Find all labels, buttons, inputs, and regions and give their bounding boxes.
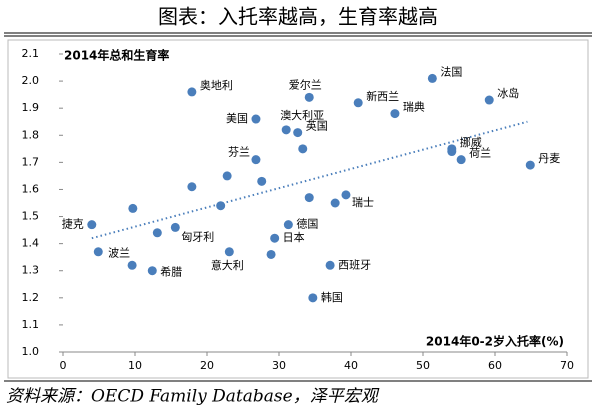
point xyxy=(187,182,197,192)
point xyxy=(216,201,226,211)
point xyxy=(251,114,261,124)
point-label: 新西兰 xyxy=(366,89,399,103)
point xyxy=(341,190,351,200)
point xyxy=(456,155,466,165)
point xyxy=(353,98,363,108)
point xyxy=(427,73,437,83)
x-tick-label: 10 xyxy=(128,359,142,372)
point-label: 芬兰 xyxy=(228,146,250,159)
point-label: 日本 xyxy=(283,230,305,244)
y-tick-label: 1.6 xyxy=(22,182,40,195)
y-tick-label: 1.5 xyxy=(22,210,40,223)
y-tick-label: 1.8 xyxy=(22,128,40,141)
x-tick-label: 40 xyxy=(344,359,358,372)
point xyxy=(251,155,261,165)
point xyxy=(127,260,137,270)
point xyxy=(222,171,232,181)
point xyxy=(325,260,335,270)
point xyxy=(187,87,197,97)
trendline xyxy=(91,120,528,240)
point-label: 丹麦 xyxy=(538,152,560,165)
y-tick-label: 1.3 xyxy=(22,264,40,277)
point-label: 挪威 xyxy=(460,135,482,149)
point xyxy=(87,220,97,230)
point-label: 法国 xyxy=(440,64,462,78)
y-tick-label: 1.2 xyxy=(22,291,40,304)
x-axis-label: 2014年0-2岁入托率(%) xyxy=(426,334,564,349)
point xyxy=(293,128,303,138)
point-label: 西班牙 xyxy=(338,258,371,271)
x-tick-label: 0 xyxy=(60,359,67,372)
point-label: 瑞士 xyxy=(352,195,374,209)
point xyxy=(152,228,162,238)
point-label: 瑞典 xyxy=(403,100,425,114)
point xyxy=(298,144,308,154)
point xyxy=(330,198,340,208)
y-tick-label: 1.9 xyxy=(22,101,40,114)
y-tick-label: 1.1 xyxy=(22,318,40,331)
point-label: 德国 xyxy=(296,217,318,231)
point xyxy=(270,233,280,243)
x-tick-label: 60 xyxy=(488,359,502,372)
point xyxy=(304,193,314,203)
chart-frame xyxy=(7,39,589,379)
y-tick-label: 2.0 xyxy=(22,74,40,87)
point xyxy=(281,125,291,135)
point xyxy=(170,222,180,232)
x-tick-label: 70 xyxy=(560,359,574,372)
point xyxy=(266,249,276,259)
point-label: 波兰 xyxy=(108,246,130,259)
point xyxy=(93,247,103,257)
point-label: 爱尔兰 xyxy=(289,78,322,91)
x-tick-label: 50 xyxy=(416,359,430,372)
x-tick-label: 20 xyxy=(200,359,214,372)
point-label: 捷克 xyxy=(62,217,84,231)
point-label: 意大利 xyxy=(211,258,244,272)
source: 资料来源：OECD Family Database，泽平宏观 xyxy=(6,387,380,407)
point-label: 希腊 xyxy=(160,265,182,279)
point xyxy=(390,109,400,119)
y-tick-label: 1.7 xyxy=(22,155,40,168)
point xyxy=(447,147,457,157)
point xyxy=(484,95,494,105)
point xyxy=(283,220,293,230)
point-label: 荷兰 xyxy=(469,147,491,160)
y-tick-label: 1.4 xyxy=(22,237,40,250)
point xyxy=(257,176,267,186)
point-label: 澳大利亚 xyxy=(280,108,324,122)
point xyxy=(147,266,157,276)
x-tick-label: 30 xyxy=(272,359,286,372)
point xyxy=(128,203,138,213)
y-tick-label: 1.0 xyxy=(22,345,40,358)
y-axis-label: 2014年总和生育率 xyxy=(64,48,169,63)
chart-title: 图表：入托率越高，生育率越高 xyxy=(158,5,438,29)
point-label: 匈牙利 xyxy=(181,229,214,243)
y-tick-label: 2.1 xyxy=(22,47,40,60)
point xyxy=(224,247,234,257)
point-label: 冰岛 xyxy=(497,86,519,100)
point-label: 韩国 xyxy=(321,290,343,304)
point xyxy=(304,92,314,102)
point-label: 英国 xyxy=(306,119,328,133)
point-label: 奥地利 xyxy=(200,78,233,92)
point xyxy=(308,293,318,303)
point xyxy=(525,160,535,170)
point-label: 美国 xyxy=(226,112,248,125)
